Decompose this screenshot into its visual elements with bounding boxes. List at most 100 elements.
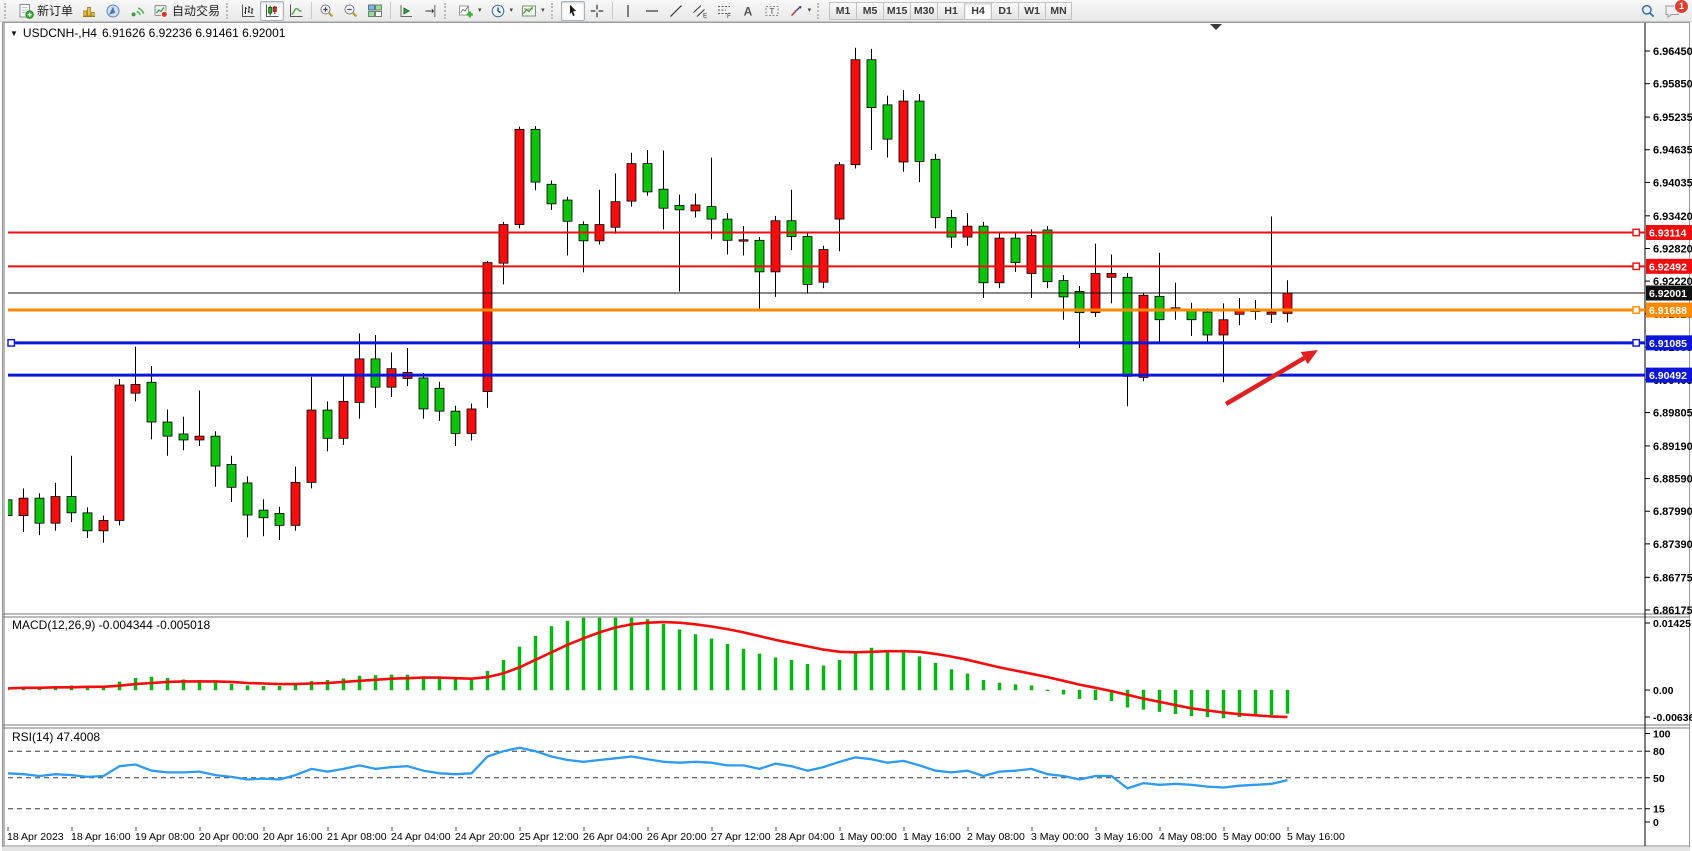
candle-body[interactable]: [754, 239, 765, 273]
line-chart-mode-button[interactable]: [284, 1, 308, 21]
candle-body[interactable]: [834, 164, 845, 220]
trendline-tool-button[interactable]: [664, 1, 688, 21]
tab-timeframe-M1[interactable]: M1: [829, 1, 857, 20]
candle-body[interactable]: [1154, 295, 1165, 321]
candle-body[interactable]: [162, 421, 173, 437]
market-watch-button[interactable]: [77, 1, 101, 21]
candle-body[interactable]: [338, 400, 349, 439]
candle-body[interactable]: [498, 224, 509, 264]
candle-body[interactable]: [1106, 273, 1117, 278]
tab-timeframe-M30[interactable]: M30: [910, 1, 938, 20]
candle-body[interactable]: [562, 199, 573, 222]
tile-windows-button[interactable]: [363, 1, 387, 21]
candle-body[interactable]: [34, 497, 45, 524]
candle-body[interactable]: [434, 387, 445, 412]
candle-body[interactable]: [706, 206, 717, 220]
candle-body[interactable]: [114, 384, 125, 521]
candle-body[interactable]: [946, 217, 957, 238]
candle-body[interactable]: [514, 128, 525, 225]
candle-body[interactable]: [130, 384, 141, 394]
candle-body[interactable]: [1042, 229, 1053, 283]
candle-body[interactable]: [1218, 319, 1229, 336]
level-handle[interactable]: [7, 338, 16, 347]
candle-body[interactable]: [898, 100, 909, 163]
candle-body[interactable]: [1074, 291, 1085, 314]
tab-timeframe-H4[interactable]: H4: [964, 1, 992, 20]
candle-body[interactable]: [978, 225, 989, 284]
indicators-button[interactable]: ▾: [454, 1, 486, 21]
new-order-button[interactable]: 新订单: [14, 1, 77, 21]
candle-body[interactable]: [482, 262, 493, 392]
annotation-arrow-head[interactable]: [1300, 350, 1318, 365]
candle-body[interactable]: [194, 435, 205, 441]
candle-body[interactable]: [178, 433, 189, 441]
candle-body[interactable]: [290, 481, 301, 526]
level-handle[interactable]: [1632, 338, 1641, 347]
candle-body[interactable]: [82, 512, 93, 532]
candle-body[interactable]: [98, 520, 109, 532]
candle-body[interactable]: [770, 220, 781, 273]
candle-body[interactable]: [1202, 311, 1213, 336]
search-button[interactable]: [1636, 1, 1660, 21]
candle-body[interactable]: [418, 377, 429, 410]
candle-body[interactable]: [210, 435, 221, 467]
horizontal-line-tool-button[interactable]: [640, 1, 664, 21]
candle-body[interactable]: [930, 158, 941, 218]
candle-body[interactable]: [66, 496, 77, 514]
notification-badge[interactable]: 1: [1674, 0, 1689, 14]
text-label-tool-button[interactable]: T: [760, 1, 784, 21]
candle-body[interactable]: [642, 163, 653, 193]
candle-body[interactable]: [914, 100, 925, 162]
candle-body[interactable]: [322, 409, 333, 439]
auto-scroll-button[interactable]: [418, 1, 442, 21]
tab-timeframe-H1[interactable]: H1: [937, 1, 965, 20]
cursor-tool-button[interactable]: [560, 0, 585, 21]
terminal-button[interactable]: [125, 1, 149, 21]
candle-body[interactable]: [786, 220, 797, 237]
periods-button[interactable]: ▾: [486, 1, 518, 21]
chart-shift-button[interactable]: [394, 1, 418, 21]
candle-body[interactable]: [306, 409, 317, 483]
autotrading-button[interactable]: 自动交易: [149, 1, 224, 21]
zoom-in-button[interactable]: [315, 1, 339, 21]
candle-body[interactable]: [50, 496, 61, 524]
candle-body[interactable]: [994, 237, 1005, 284]
tab-timeframe-M5[interactable]: M5: [856, 1, 884, 20]
candle-body[interactable]: [658, 188, 669, 209]
level-handle[interactable]: [1632, 306, 1641, 314]
candle-body[interactable]: [274, 513, 285, 526]
fibonacci-tool-button[interactable]: F: [712, 1, 736, 21]
vertical-line-tool-button[interactable]: [616, 1, 640, 21]
candle-body[interactable]: [354, 358, 365, 403]
templates-button[interactable]: ▾: [517, 1, 549, 21]
tab-timeframe-W1[interactable]: W1: [1018, 1, 1046, 20]
tab-timeframe-M15[interactable]: M15: [883, 1, 911, 20]
level-handle[interactable]: [1632, 228, 1641, 237]
arrows-tool-button[interactable]: ▾: [784, 1, 816, 21]
candle-body[interactable]: [674, 205, 685, 211]
candle-body[interactable]: [386, 368, 397, 388]
bar-chart-mode-button[interactable]: [236, 1, 260, 21]
candle-body[interactable]: [242, 482, 253, 516]
tab-timeframe-D1[interactable]: D1: [991, 1, 1019, 20]
candlestick-mode-button[interactable]: [260, 0, 285, 21]
candle-body[interactable]: [626, 163, 637, 202]
crosshair-tool-button[interactable]: [585, 1, 609, 21]
candle-body[interactable]: [146, 381, 157, 423]
chart-canvas[interactable]: 6.96450 6.95850 6.95235 6.94635 6.94035 6.934…: [0, 22, 1692, 851]
candle-body[interactable]: [722, 218, 733, 241]
candle-body[interactable]: [370, 358, 381, 388]
candle-body[interactable]: [3, 499, 13, 516]
candle-body[interactable]: [1138, 294, 1149, 378]
candle-body[interactable]: [610, 201, 621, 228]
candle-body[interactable]: [866, 59, 877, 108]
candle-body[interactable]: [466, 408, 477, 434]
equidistant-channel-tool-button[interactable]: E: [688, 1, 712, 21]
candle-body[interactable]: [546, 183, 557, 205]
candle-body[interactable]: [850, 59, 861, 166]
candle-body[interactable]: [1122, 276, 1133, 377]
candle-body[interactable]: [258, 509, 269, 519]
chart-shift-marker-icon[interactable]: [1210, 24, 1222, 30]
navigator-button[interactable]: [101, 1, 125, 21]
tab-timeframe-MN[interactable]: MN: [1045, 1, 1073, 20]
